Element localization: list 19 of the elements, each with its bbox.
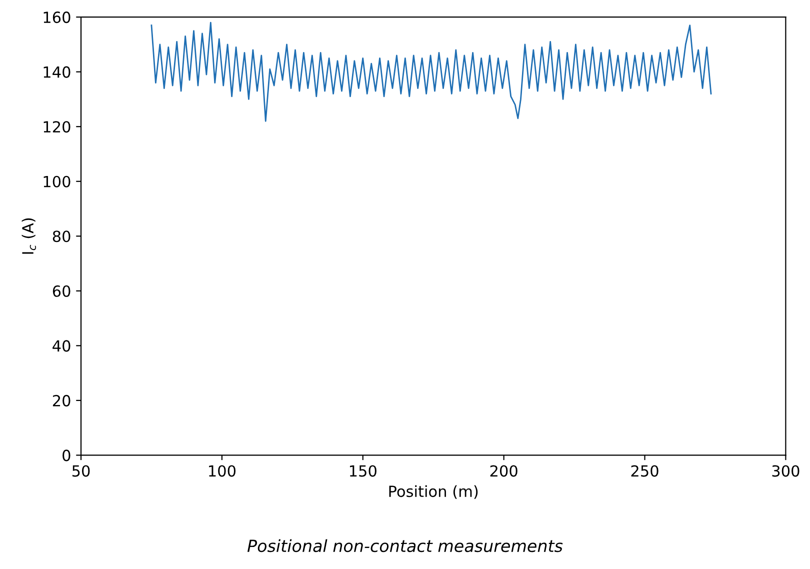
text: Positional non-contact measurements xyxy=(247,539,563,552)
y-tick-label: 20 xyxy=(52,394,70,406)
y-tick-label: 60 xyxy=(52,285,70,297)
y-axis-title: I$_{c}$ (A) xyxy=(22,218,36,254)
y-tick-label: 120 xyxy=(44,121,70,133)
y-tick-label: 80 xyxy=(52,230,70,242)
x-tick-label: 50 xyxy=(72,465,90,477)
line-series xyxy=(150,22,712,122)
x-tick-label: 250 xyxy=(631,465,658,477)
x-tick-label: 200 xyxy=(490,465,518,477)
x-axis-title: Position (m) xyxy=(389,485,478,499)
y-tick-label: 0 xyxy=(62,450,70,462)
y-tick-label: 140 xyxy=(44,66,70,78)
y-tick-label: 100 xyxy=(44,176,70,188)
y-tick-label: 160 xyxy=(44,12,70,24)
x-tick-label: 100 xyxy=(209,465,236,477)
y-tick-label: 40 xyxy=(52,340,70,352)
x-tick-label: 150 xyxy=(350,465,376,477)
x-tick-label: 300 xyxy=(772,465,800,477)
